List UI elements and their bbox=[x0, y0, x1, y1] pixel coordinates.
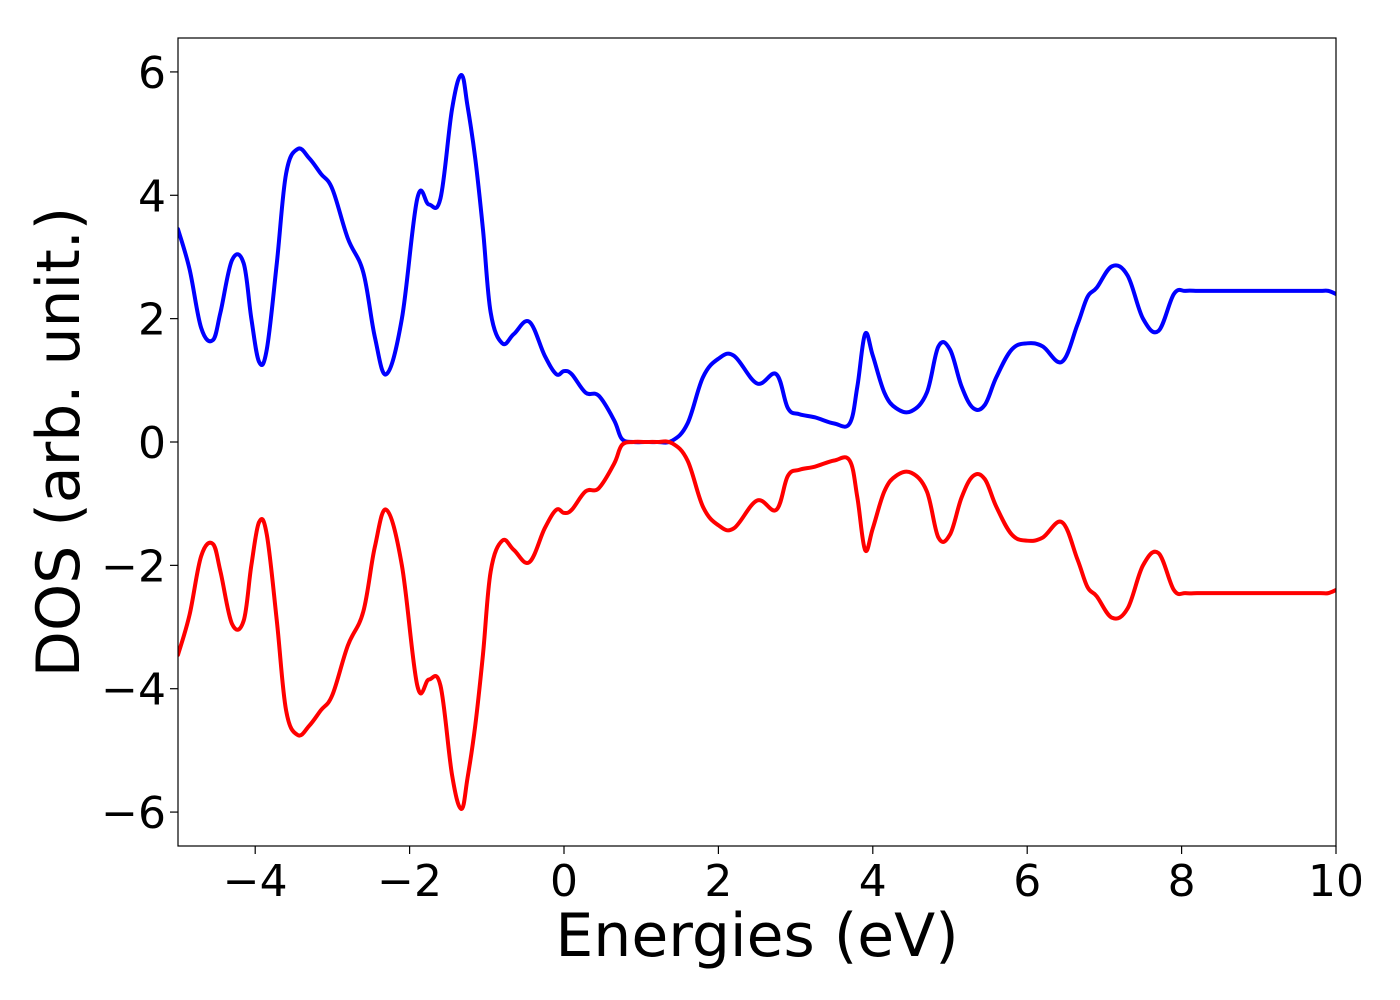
y-axis-label: DOS (arb. unit.) bbox=[24, 207, 94, 677]
x-tick-label: 4 bbox=[859, 856, 887, 907]
y-tick-label: −2 bbox=[101, 541, 166, 592]
x-tick-label: 2 bbox=[704, 856, 732, 907]
y-tick-label: 4 bbox=[138, 171, 166, 222]
x-tick-label: 10 bbox=[1308, 856, 1364, 907]
y-tick-label: −4 bbox=[101, 665, 166, 716]
x-tick-label: 0 bbox=[550, 856, 578, 907]
dos-series-line-red bbox=[178, 439, 1336, 811]
x-axis-label: Energies (eV) bbox=[555, 901, 958, 971]
y-tick-label: 2 bbox=[138, 295, 166, 346]
x-tick-label: −4 bbox=[223, 856, 288, 907]
y-tick-label: 0 bbox=[138, 418, 166, 469]
series-layer bbox=[178, 73, 1336, 811]
y-tick-label: 6 bbox=[138, 48, 166, 99]
x-tick-label: 8 bbox=[1168, 856, 1196, 907]
x-tick-label: 6 bbox=[1013, 856, 1041, 907]
plot-frame bbox=[177, 37, 1337, 847]
x-tick-label: −2 bbox=[377, 856, 442, 907]
y-tick-label: −6 bbox=[101, 788, 166, 839]
y-axis-ticks: −6 −4 −2 0 2 4 6 bbox=[101, 48, 178, 839]
x-axis-ticks: −4 −2 0 2 4 6 8 10 bbox=[223, 846, 1364, 907]
dos-series-line-blue bbox=[178, 73, 1336, 445]
